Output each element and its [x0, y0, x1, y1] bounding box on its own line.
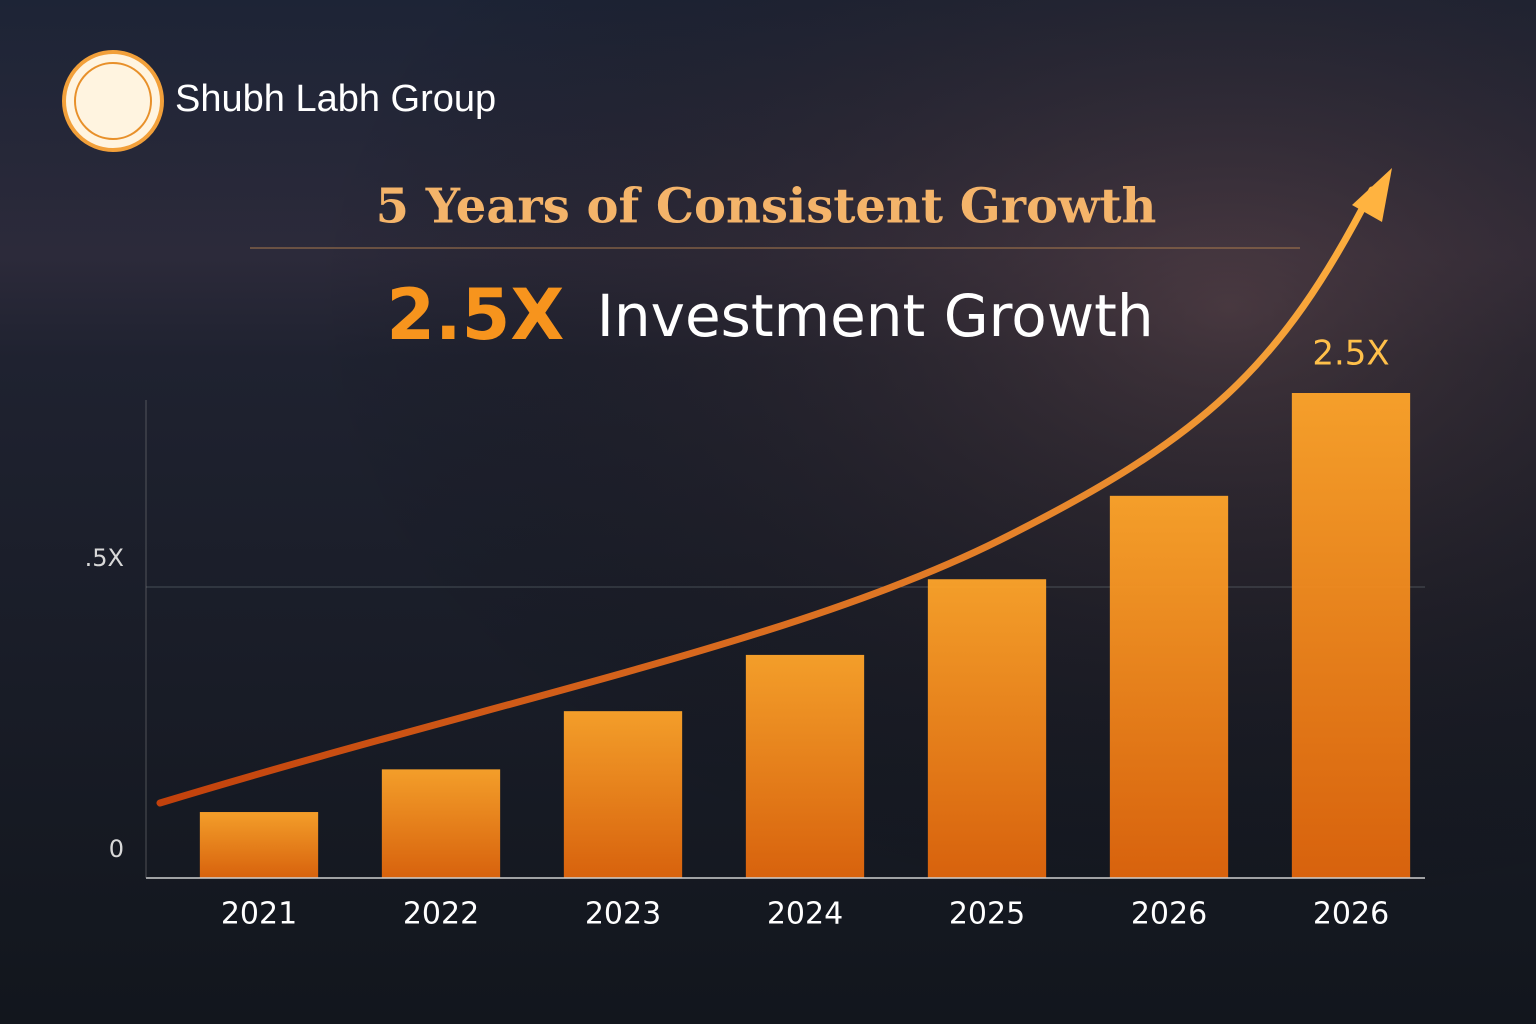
x-tick-label: 2021 — [221, 897, 297, 932]
x-tick-label: 2026 — [1131, 897, 1207, 932]
headline-text: Investment Growth — [597, 282, 1154, 350]
bar — [199, 812, 319, 878]
bar — [1291, 393, 1411, 878]
chart-title: 5 Years of Consistent Growth — [376, 179, 1157, 235]
growth-arrow — [156, 186, 1376, 807]
x-tick-label: 2025 — [949, 897, 1025, 932]
bar — [1109, 495, 1229, 878]
brand-name: Shubh Labh Group — [175, 78, 496, 120]
bar — [745, 654, 865, 878]
value-label: 2.5X — [1312, 334, 1389, 374]
y-tick-label: 0 — [109, 835, 124, 863]
growth-arrowhead — [1352, 168, 1392, 222]
bar — [381, 769, 501, 878]
bar — [927, 579, 1047, 878]
headline: 2.5X Investment Growth — [386, 274, 1153, 356]
x-tick-label: 2023 — [585, 897, 661, 932]
y-tick-label: .5X — [85, 544, 124, 572]
headline-value: 2.5X — [386, 274, 564, 356]
x-tick-label: 2024 — [767, 897, 843, 932]
x-tick-label: 2026 — [1313, 897, 1389, 932]
logo-ring — [74, 62, 152, 140]
logo — [62, 50, 164, 152]
bar — [563, 711, 683, 878]
x-tick-label: 2022 — [403, 897, 479, 932]
